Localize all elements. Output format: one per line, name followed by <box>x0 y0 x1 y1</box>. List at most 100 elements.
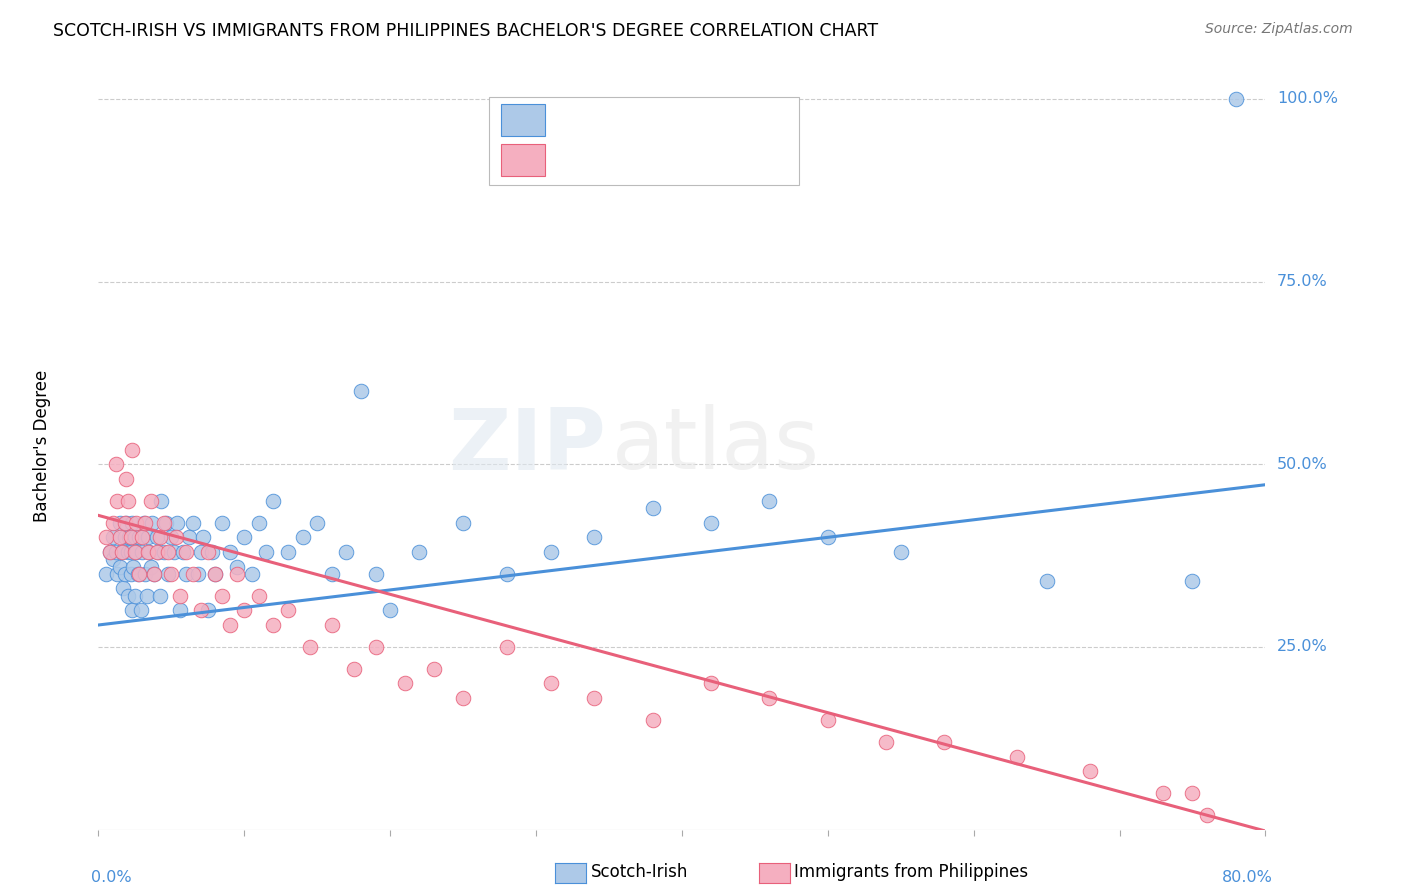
Point <box>117 545 139 559</box>
Text: 60: 60 <box>748 151 769 169</box>
Point <box>136 530 159 544</box>
Point <box>934 735 956 749</box>
Point <box>700 676 723 690</box>
Point <box>172 545 194 559</box>
Point <box>277 603 299 617</box>
Point <box>875 735 897 749</box>
Point <box>298 640 321 654</box>
Point <box>129 603 152 617</box>
Text: R =: R = <box>560 151 599 169</box>
Point <box>111 545 134 559</box>
Point <box>163 545 186 559</box>
Point <box>321 618 343 632</box>
Point <box>160 530 183 544</box>
Point <box>174 545 197 559</box>
Point <box>758 691 780 706</box>
Point <box>641 501 664 516</box>
Point <box>139 493 162 508</box>
Point <box>181 516 204 530</box>
Point <box>146 530 169 544</box>
Point <box>394 676 416 690</box>
Point <box>146 545 169 559</box>
Point <box>128 566 150 581</box>
Point <box>641 713 664 727</box>
Point <box>247 589 270 603</box>
Point <box>1035 574 1057 589</box>
Point <box>132 516 155 530</box>
Point <box>125 516 148 530</box>
Point <box>233 530 256 544</box>
Point <box>115 516 138 530</box>
Point <box>174 566 197 581</box>
Point <box>169 603 191 617</box>
Text: R =: R = <box>560 111 599 129</box>
Point <box>134 516 156 530</box>
Text: 80.0%: 80.0% <box>1222 870 1272 885</box>
Text: 100.0%: 100.0% <box>1277 92 1339 106</box>
Point <box>124 545 146 559</box>
Point <box>105 566 128 581</box>
Point <box>111 545 134 559</box>
Point <box>114 516 136 530</box>
Point <box>148 545 170 559</box>
Point <box>120 530 142 544</box>
Point <box>157 545 180 559</box>
Point <box>291 530 314 544</box>
Point <box>181 566 204 581</box>
Point <box>94 566 117 581</box>
Point <box>110 516 132 530</box>
Point <box>423 662 446 676</box>
FancyBboxPatch shape <box>501 144 546 176</box>
Point <box>134 566 156 581</box>
Text: 0.261: 0.261 <box>606 111 666 129</box>
Point <box>193 530 215 544</box>
Point <box>451 691 474 706</box>
Point <box>343 662 366 676</box>
Point <box>101 516 124 530</box>
Point <box>451 516 474 530</box>
Text: 75.0%: 75.0% <box>1277 274 1327 289</box>
Point <box>121 603 143 617</box>
Point <box>240 566 263 581</box>
Point <box>165 530 187 544</box>
Point <box>112 582 135 596</box>
Point <box>117 493 139 508</box>
Point <box>758 493 780 508</box>
Point <box>142 566 165 581</box>
Point <box>1007 749 1029 764</box>
Point <box>124 530 146 544</box>
Point <box>583 530 606 544</box>
Point <box>262 618 284 632</box>
Point <box>187 566 209 581</box>
Point <box>101 530 124 544</box>
Point <box>149 530 172 544</box>
Point <box>226 566 249 581</box>
Point <box>104 545 127 559</box>
Point <box>110 559 132 574</box>
Point <box>408 545 430 559</box>
Point <box>321 566 343 581</box>
Text: 86: 86 <box>748 111 769 129</box>
Point <box>150 493 173 508</box>
Point <box>114 530 136 544</box>
Point <box>1181 574 1204 589</box>
Point <box>139 559 162 574</box>
Text: N =: N = <box>688 151 748 169</box>
Point <box>153 545 176 559</box>
Point <box>120 545 142 559</box>
Point <box>1225 92 1247 106</box>
Point <box>307 516 329 530</box>
Text: ZIP: ZIP <box>449 404 606 488</box>
Point <box>160 566 183 581</box>
Point <box>350 384 373 399</box>
Point <box>105 493 128 508</box>
FancyBboxPatch shape <box>501 103 546 136</box>
Point <box>211 516 233 530</box>
Point <box>136 545 159 559</box>
Point <box>115 472 138 486</box>
Point <box>141 516 163 530</box>
Point <box>98 545 121 559</box>
Point <box>122 559 145 574</box>
Point <box>218 545 240 559</box>
Point <box>890 545 912 559</box>
